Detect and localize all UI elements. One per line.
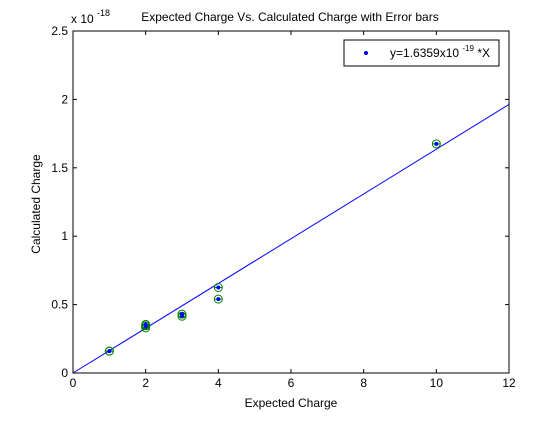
y-tick-label: 2.5 [51,24,68,38]
y-tick-label: 0 [61,366,68,380]
x-tick-label: 8 [360,376,367,390]
data-point [434,141,439,146]
legend: y=1.6359x10 -19 *X [343,39,500,67]
chart-title: Expected Charge Vs. Calculated Charge wi… [141,10,438,24]
data-point [180,312,184,317]
y-tick-label: 0.5 [51,298,68,312]
y-axis-label: Calculated Charge [29,154,43,254]
x-tick-label: 12 [502,376,516,390]
data-point [107,349,112,354]
legend-label-exponent: -19 [462,44,474,53]
data-points-layer [104,139,441,356]
data-point [216,297,221,302]
y-tick-label: 1 [61,229,68,243]
axis-ticks-layer: 0 2 4 6 8 10 12 0 0.5 1 1.5 2 2.5 [51,24,516,390]
x-axis-label: Expected Charge [245,396,338,410]
data-point [216,285,221,290]
y-tick-label: 2 [61,92,68,106]
y-scale-factor: x 10 -18 [71,8,110,26]
legend-entry: y=1.6359x10 -19 *X [390,40,490,60]
y-scale-label: x 10 [71,12,94,26]
y-scale-exponent: -18 [97,8,110,18]
x-tick-label: 6 [288,376,295,390]
legend-marker [364,51,368,55]
plot-area [72,30,510,374]
x-tick-label: 10 [430,376,444,390]
data-point [143,322,148,327]
x-tick-label: 4 [215,376,222,390]
legend-label-suffix: *X [477,46,490,60]
legend-label-prefix: y=1.6359x10 [390,46,459,60]
x-tick-label: 2 [142,376,149,390]
legend-box [343,39,500,67]
y-tick-label: 1.5 [51,161,68,175]
x-tick-label: 0 [70,376,77,390]
